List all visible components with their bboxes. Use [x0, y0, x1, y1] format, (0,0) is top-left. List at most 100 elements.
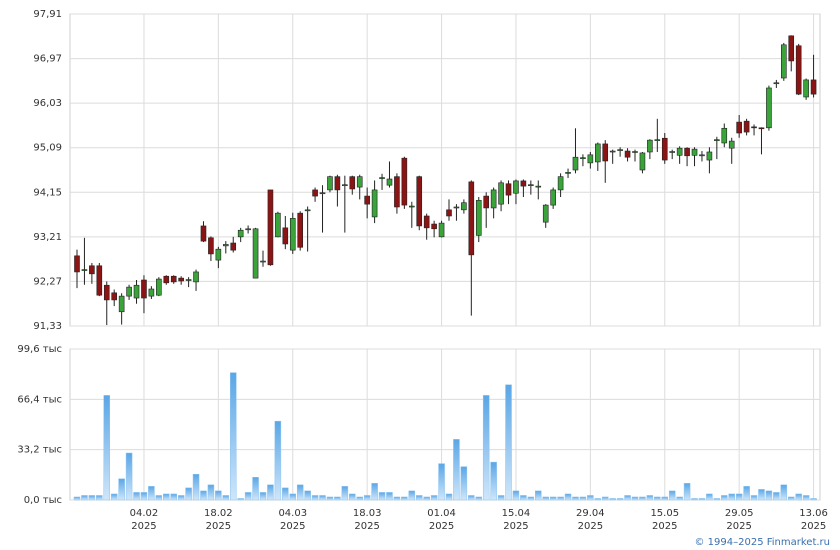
y-tick-label: 97,91: [33, 9, 62, 20]
x-tick-label: 04.03 2025: [278, 508, 307, 532]
candle-body: [379, 177, 385, 179]
volume-bar: [691, 498, 698, 501]
y-tick-label: 94,15: [33, 187, 62, 198]
volume-bar: [81, 495, 88, 501]
volume-bar: [453, 439, 460, 501]
candle-body: [148, 288, 155, 297]
x-tick-label-line: 01.04: [427, 508, 456, 519]
candle-body: [74, 255, 80, 273]
volume-bar: [721, 495, 728, 501]
candle-body: [327, 176, 333, 191]
volume-bar: [624, 495, 631, 501]
candle-body: [513, 180, 519, 194]
volume-bar: [795, 493, 802, 501]
candle-body: [371, 189, 378, 218]
candle-body: [453, 206, 460, 209]
volume-bar: [118, 478, 125, 501]
volume-bar: [237, 498, 244, 501]
candle-body: [215, 248, 222, 261]
volume-bar: [668, 490, 676, 501]
volume-bar: [267, 484, 274, 501]
volume-bar: [594, 498, 602, 501]
volume-bar: [661, 496, 669, 501]
volume-bar: [215, 490, 222, 501]
candle-body: [803, 79, 809, 98]
candle-body: [223, 244, 229, 247]
volume-bar: [698, 498, 706, 501]
volume-bar: [326, 496, 334, 501]
candle-body: [431, 223, 437, 230]
y-tick-label: 96,03: [33, 98, 62, 109]
candle-body: [461, 202, 467, 211]
candle-body: [773, 82, 780, 85]
candle-body: [475, 200, 482, 236]
volume-bar: [148, 486, 155, 501]
candle-body: [528, 184, 534, 186]
volume-bar: [505, 384, 512, 501]
volume-bar: [475, 496, 483, 501]
volume-bar: [282, 487, 289, 501]
volume-bar: [535, 490, 542, 501]
volume-bar: [229, 372, 237, 501]
candle-body: [237, 229, 244, 238]
candle-body: [594, 143, 601, 163]
volume-bar: [713, 498, 721, 501]
candle-body: [587, 154, 594, 164]
candle-body: [780, 44, 787, 79]
candle-body: [766, 87, 772, 129]
x-tick-label-line: 2025: [206, 521, 231, 532]
candle-body: [751, 126, 757, 129]
candle-body: [565, 172, 571, 174]
candle-body: [170, 275, 177, 283]
volume-bar: [415, 495, 423, 501]
candle-body: [721, 127, 728, 144]
x-tick-label-line: 2025: [801, 521, 826, 532]
candle-body: [156, 278, 162, 296]
candle-body: [542, 204, 549, 223]
candle-body: [193, 271, 199, 283]
volume-bar: [393, 496, 401, 501]
volume-bar: [438, 463, 445, 501]
volume-bar: [334, 496, 341, 501]
candle-body: [490, 189, 497, 209]
volume-bar: [244, 492, 252, 501]
candle-body: [282, 227, 289, 245]
volume-bar: [706, 493, 713, 501]
candle-body: [669, 151, 676, 153]
x-tick-label: 15.05 2025: [650, 508, 679, 532]
volume-bar: [423, 496, 430, 501]
x-tick-label-line: 2025: [429, 521, 454, 532]
volume-bar: [609, 498, 616, 501]
candle-body: [185, 279, 192, 281]
volume-bar: [386, 492, 393, 501]
volume-bar: [802, 495, 810, 501]
candle-body: [252, 228, 259, 279]
candle-body: [580, 157, 586, 159]
volume-bar: [170, 493, 177, 501]
volume-bar: [527, 496, 535, 501]
candle-body: [349, 176, 356, 190]
x-tick-label-line: 15.05: [650, 508, 679, 519]
volume-bar: [616, 498, 624, 501]
volume-bar: [207, 484, 215, 501]
volume-bar: [222, 495, 230, 501]
candle-body: [208, 237, 214, 255]
volume-bar: [579, 496, 587, 501]
volume-bar: [88, 495, 96, 501]
volume-bar: [259, 492, 267, 501]
candle-body: [624, 150, 631, 158]
candle-body: [758, 127, 765, 130]
x-tick-label: 04.02 2025: [130, 508, 159, 532]
volume-bar: [758, 489, 765, 501]
volume-bar: [646, 495, 654, 501]
volume-bar: [445, 493, 453, 501]
y-tick-label: 66,4 тыс: [17, 394, 62, 405]
footer: © 1994–2025 Finmarket.ru: [694, 537, 830, 548]
candle-body: [795, 45, 802, 95]
candle-body: [647, 139, 653, 153]
candle-body: [304, 209, 311, 212]
volume-bar: [587, 495, 594, 501]
volume-bar: [557, 496, 564, 501]
candle-body: [267, 189, 274, 266]
